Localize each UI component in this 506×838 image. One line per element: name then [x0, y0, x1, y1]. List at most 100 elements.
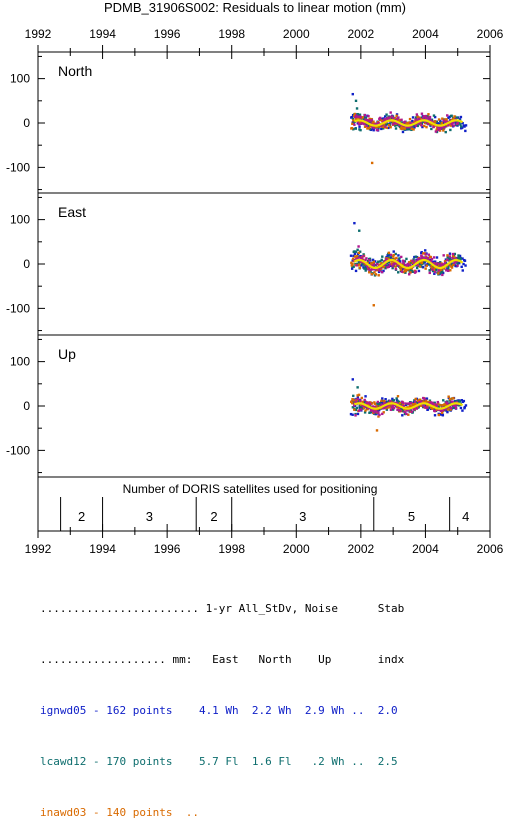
data-point: [461, 121, 464, 125]
data-point: [404, 271, 407, 274]
data-point: [453, 252, 457, 256]
data-point: [363, 122, 366, 126]
data-point: [437, 122, 441, 126]
data-point: [368, 117, 371, 121]
x-tick-label-top: 1998: [218, 27, 245, 41]
data-point: [464, 124, 468, 127]
data-point: [400, 121, 403, 124]
data-point: [442, 119, 445, 122]
data-point: [442, 267, 446, 270]
data-point: [408, 117, 412, 121]
data-point: [362, 117, 365, 121]
data-point: [423, 124, 426, 128]
data-point: [411, 119, 414, 123]
data-point: [422, 252, 425, 255]
data-point: [433, 270, 437, 274]
data-point: [444, 130, 447, 134]
data-point: [463, 405, 466, 409]
data-point: [463, 125, 466, 128]
data-point: [386, 254, 389, 257]
data-point: [425, 125, 428, 129]
data-point: [458, 254, 462, 258]
data-point: [380, 262, 383, 265]
data-point: [388, 399, 392, 403]
data-point: [377, 121, 380, 125]
data-point: [460, 265, 463, 269]
data-point: [422, 403, 426, 406]
data-point: [351, 398, 354, 401]
data-point: [416, 263, 419, 267]
data-point: [414, 402, 417, 406]
data-point: [351, 257, 355, 261]
data-point: [416, 405, 419, 409]
data-point: [410, 410, 413, 413]
data-point: [394, 265, 397, 268]
data-point: [358, 406, 362, 409]
data-point: [378, 116, 382, 120]
data-point: [446, 408, 450, 411]
data-point: [384, 262, 387, 266]
data-point: [443, 125, 446, 129]
data-point: [358, 125, 361, 128]
data-point: [382, 411, 385, 414]
data-point: [464, 404, 468, 407]
data-point: [361, 116, 365, 119]
data-point: [420, 124, 423, 127]
data-point: [439, 261, 442, 264]
data-point: [389, 118, 392, 121]
data-point: [371, 125, 374, 128]
x-tick-label-bottom: 1992: [25, 542, 52, 556]
data-point: [439, 404, 442, 407]
data-point: [391, 115, 395, 118]
data-point: [372, 120, 375, 123]
data-point: [405, 409, 409, 412]
data-point: [425, 403, 429, 407]
data-point: [371, 121, 374, 125]
data-point: [357, 245, 360, 248]
data-point: [385, 113, 388, 116]
data-point: [403, 127, 407, 130]
data-point: [439, 409, 443, 413]
data-point: [356, 396, 360, 399]
data-point: [443, 261, 447, 265]
data-point: [392, 250, 395, 253]
data-point: [448, 406, 451, 409]
data-point: [351, 122, 354, 125]
data-point: [437, 269, 440, 272]
data-point: [355, 258, 358, 261]
x-tick-label-bottom: 2000: [283, 542, 310, 556]
x-tick-label-bottom: 2006: [477, 542, 504, 556]
data-point: [429, 119, 433, 122]
data-point: [432, 125, 435, 129]
data-point: [362, 400, 366, 404]
data-point: [449, 408, 452, 411]
data-point: [374, 273, 378, 276]
data-point: [452, 404, 456, 407]
data-point: [425, 399, 428, 402]
data-point: [407, 402, 410, 405]
data-point: [446, 114, 449, 117]
data-point: [438, 262, 441, 266]
data-point: [401, 130, 405, 134]
data-point: [415, 119, 418, 122]
data-point: [370, 402, 374, 405]
data-point: [437, 413, 441, 417]
data-point: [351, 259, 354, 262]
data-point: [406, 122, 410, 126]
data-point: [458, 261, 461, 265]
data-point: [442, 118, 446, 121]
data-point: [441, 273, 444, 277]
smoothed-curve: [354, 402, 464, 410]
data-point: [367, 267, 370, 271]
data-point: [385, 408, 389, 411]
data-point: [423, 397, 426, 401]
data-point: [421, 257, 424, 261]
data-point: [433, 266, 437, 269]
data-point: [389, 408, 393, 412]
data-point: [412, 258, 415, 261]
data-point: [383, 260, 387, 263]
data-point: [362, 254, 365, 258]
data-point: [411, 402, 415, 406]
satellite-count: 4: [462, 509, 469, 524]
data-point: [385, 404, 389, 407]
